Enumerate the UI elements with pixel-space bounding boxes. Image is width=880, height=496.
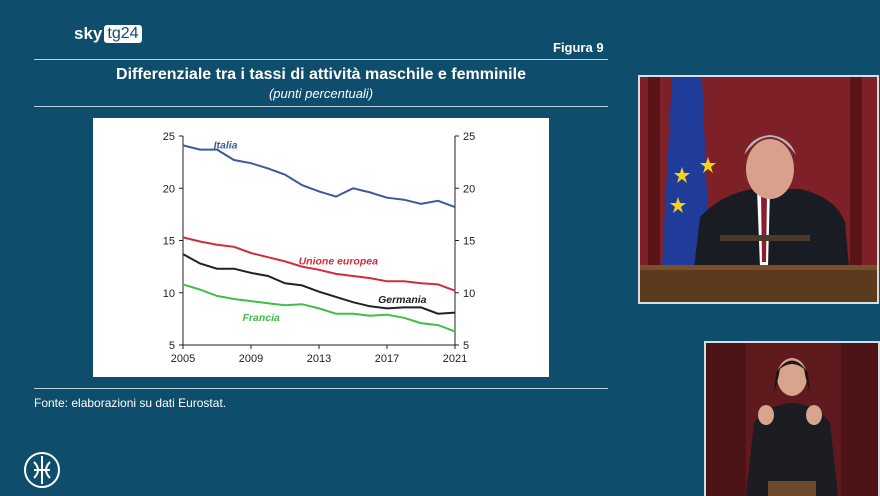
x-tick-label: 2017 xyxy=(375,353,399,365)
bank-emblem-icon xyxy=(22,450,62,495)
series-line-francia xyxy=(182,283,456,333)
top-divider xyxy=(34,59,608,60)
y-tick-label-right: 20 xyxy=(463,183,475,195)
x-tick-label: 2021 xyxy=(443,353,467,365)
line-chart: 5 5 10 10 15 15 20 20 25 25 2005 2009 2013 2017 2021 It… xyxy=(163,131,476,365)
y-tick-label-right: 15 xyxy=(463,236,475,248)
y-tick-label: 5 xyxy=(169,340,175,352)
logo-sky-text: sky xyxy=(74,24,103,43)
series-label: Francia xyxy=(243,312,281,324)
y-tick-label: 25 xyxy=(163,131,175,143)
logo-tg24-text: tg24 xyxy=(104,25,142,43)
sky-tg24-logo: sky tg24 xyxy=(74,24,142,44)
chart-title: Differenziale tra i tassi di attività ma… xyxy=(116,66,526,83)
series-line-italia xyxy=(182,144,456,209)
x-tick-label: 2009 xyxy=(239,353,263,365)
series-line-unione-europea xyxy=(182,236,456,292)
y-tick-label-right: 10 xyxy=(463,288,475,300)
series-line-germania xyxy=(182,253,456,315)
series-label: Italia xyxy=(214,140,238,152)
speaker-video-frame xyxy=(638,75,879,304)
source-note: Fonte: elaborazioni su dati Eurostat. xyxy=(34,396,227,410)
y-tick-label-right: 25 xyxy=(463,131,475,143)
y-tick-label: 10 xyxy=(163,288,175,300)
y-tick-label: 20 xyxy=(163,183,175,195)
x-tick-label: 2013 xyxy=(307,353,331,365)
sign-language-interpreter-video xyxy=(704,341,880,496)
bottom-divider xyxy=(34,388,608,389)
series-label: Germania xyxy=(378,294,427,306)
y-tick-label: 15 xyxy=(163,236,175,248)
figure-label: Figura 9 xyxy=(553,40,604,55)
y-tick-label-right: 5 xyxy=(463,340,469,352)
chart-panel: 5 5 10 10 15 15 20 20 25 25 2005 2009 2013 2017 2021 It… xyxy=(93,118,549,377)
chart-subtitle: (punti percentuali) xyxy=(268,86,374,101)
title-divider xyxy=(34,106,608,107)
series-label: Unione europea xyxy=(299,256,379,268)
x-tick-label: 2005 xyxy=(171,353,195,365)
